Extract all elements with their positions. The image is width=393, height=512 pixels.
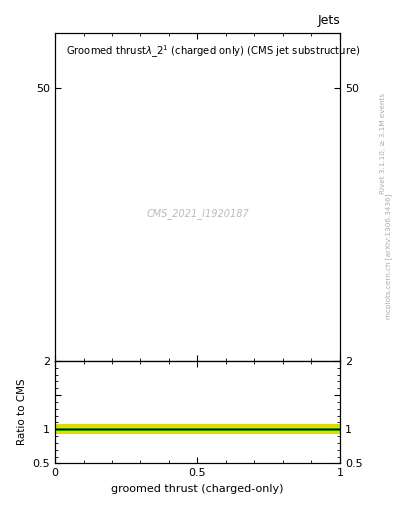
Y-axis label: Ratio to CMS: Ratio to CMS [17, 379, 27, 445]
Text: Groomed thrust$\lambda$_2$^1$ (charged only) (CMS jet substructure): Groomed thrust$\lambda$_2$^1$ (charged o… [66, 43, 361, 60]
X-axis label: groomed thrust (charged-only): groomed thrust (charged-only) [111, 484, 284, 494]
Text: mcplots.cern.ch [arXiv:1306.3436]: mcplots.cern.ch [arXiv:1306.3436] [385, 194, 392, 318]
Text: CMS_2021_I1920187: CMS_2021_I1920187 [146, 208, 249, 219]
Text: Jets: Jets [317, 14, 340, 27]
Text: Rivet 3.1.10, ≥ 3.1M events: Rivet 3.1.10, ≥ 3.1M events [380, 93, 386, 194]
